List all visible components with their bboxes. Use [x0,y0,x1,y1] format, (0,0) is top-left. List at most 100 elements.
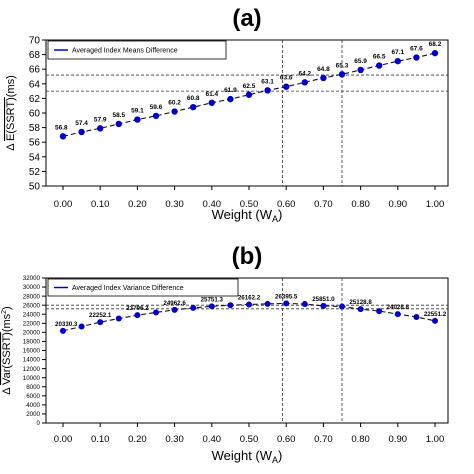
panel-a-data-point [152,112,160,120]
panel-b-x-tick-label: 0.80 [351,434,370,445]
panel-b-x-tick-label: 0.20 [128,434,147,445]
panel-b-data-point [432,317,438,324]
panel-b-data-point [60,327,66,334]
panel-b-data-point [413,313,420,320]
panel-a-data-label: 59.6 [150,104,163,111]
panel-a-data-label: 56.8 [55,124,68,131]
panel-a-data-point [171,108,178,115]
panel-b-label: (b) [232,243,263,270]
panel-b-y-tick-label: 24000 [23,311,41,318]
panel-a-data-point [227,95,234,103]
panel-b-data-point [115,315,122,322]
panel-a-y-tick-label: 52 [29,167,41,178]
panel-a-data-point [59,133,67,140]
panel-a-data-label: 60.8 [187,95,200,102]
panel-a-data-point [78,128,85,136]
panel-a-y-tick-label: 60 [29,109,41,120]
panel-a-data-point [338,71,346,78]
panel-b-y-tick-label: 0 [37,420,41,427]
panel-b-x-tick-label: 0.40 [203,434,222,445]
panel-b-data-point [171,306,178,313]
panel-a-data-point [283,83,290,90]
panel-b-data-label: 24028.8 [387,304,410,311]
panel-b-x-tick-label: 0.50 [240,434,259,445]
panel-a-x-tick-label: 0.10 [91,199,110,210]
panel-b-data-label: 23796.2 [126,305,149,312]
panel-a-x-tick-label: 1.00 [426,199,445,210]
panel-a-x-tick-label: 0.60 [277,199,296,210]
panel-b-data-point [376,308,383,315]
panel-a-x-tick-label: 0.00 [54,199,73,210]
panel-a-x-tick-label: 0.20 [128,199,147,210]
panel-b-data-point [394,311,401,318]
panel-a-legend-label: Averaged Index Means Difference [72,48,178,55]
panel-a-data-label: 66.5 [373,54,386,61]
panel-b-x-axis-title: Weight (WA) [212,448,283,465]
panel-a-data-label: 60.2 [168,100,181,107]
panel-a-data-point [301,79,308,86]
panel-b-y-tick-label: 4000 [26,402,40,409]
panel-b-data-point [134,312,141,319]
panel-a-data-point [376,62,383,69]
panel-a-y-tick-label: 62 [29,94,41,105]
panel-a-x-tick-label: 0.70 [314,199,333,210]
panel-a-x-tick-label: 0.30 [165,199,184,210]
panel-a-data-point [357,66,364,74]
panel-b-data-label: 25851.0 [312,296,335,303]
panel-b-data-label: 25751.3 [201,296,224,303]
panel-a-x-tick-label: 0.40 [203,199,222,210]
panel-a-data-point [208,99,215,106]
panel-a-data-label: 67.1 [391,49,404,56]
panel-b-x-tick-label: 0.60 [277,434,296,445]
panel-b-data-point [283,300,290,307]
panel-b-y-tick-label: 22000 [23,320,41,327]
panel-a-legend-box [47,40,227,60]
panel-a-plot-frame [45,39,449,187]
panel-b-data-label: 20330.3 [55,321,78,328]
panel-b-data-point [153,309,159,316]
panel-b-legend-label: Averaged Index Variance Difference [72,285,184,292]
panel-a-data-point [431,49,439,57]
panel-a-y-tick-label: 70 [29,36,41,47]
panel-a-data-label: 68.2 [429,41,442,48]
panel-b-y-tick-label: 30000 [23,284,41,291]
panel-a-y-tick-label: 56 [29,138,41,149]
panel-a-y-tick-label: 68 [29,50,41,61]
panel-a-data-point [320,74,327,82]
panel-a-x-tick-label: 0.80 [351,199,370,210]
panel-b-data-point [78,323,85,330]
panel-a-data-label: 63.6 [280,75,293,82]
panel-b-y-tick-label: 6000 [26,393,40,400]
panel-a-data-label: 59.1 [131,108,144,115]
panel-b-data-label: 26162.2 [238,294,261,301]
panel-b-y-tick-label: 8000 [26,384,40,391]
panel-a-x-tick-label: 0.90 [389,199,408,210]
panel-b-x-tick-label: 0.10 [91,434,110,445]
panel-b-y-tick-label: 10000 [23,375,41,382]
panel-b-data-label: 25128.8 [349,299,372,306]
panel-a-data-label: 63.1 [261,78,274,85]
panel-b-data-point [227,302,234,309]
panel-a-x-axis-title: Weight (WA) [212,207,283,224]
panel-b-data-label: 22252.1 [89,312,112,319]
panel-a-data-point [245,91,253,98]
panel-a-data-label: 62.5 [243,83,256,90]
panel-b-data-point [208,303,215,310]
panel-a-data-point [394,57,401,65]
panel-b-y-tick-label: 12000 [23,366,41,373]
panel-a-data-point [413,54,420,61]
panel-b-y-tick-label: 18000 [23,339,41,346]
panel-a-data-point [264,87,271,94]
panel-b-x-tick-label: 1.00 [426,434,445,445]
panel-b-data-point [320,302,327,309]
panel-a-data-label: 64.2 [298,70,311,77]
panel-a-chart: (a) 50 52 54 56 58 60 62 64 66 68 70 0.00 0.10 0.20 0.3… [5,5,449,224]
panel-b-y-tick-label: 26000 [23,302,41,309]
panel-a-data-label: 67.6 [410,46,423,53]
panel-b-x-tick-label: 0.70 [314,434,333,445]
panel-b-data-point [301,301,308,308]
panel-a-data-label: 64.8 [317,66,330,73]
panel-a-y-tick-label: 66 [29,65,41,76]
panel-b-data-point [357,306,364,313]
